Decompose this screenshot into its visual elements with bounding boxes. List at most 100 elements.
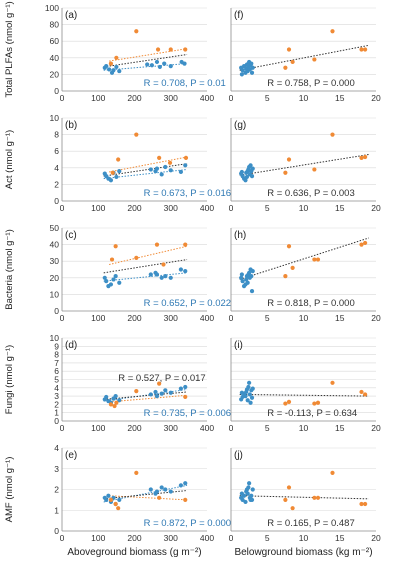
panel-c-blue-point	[178, 267, 183, 272]
panel-a-blue-point	[111, 68, 116, 73]
panel-c-blue-point	[148, 272, 153, 277]
panel-i-orange-point	[283, 401, 288, 406]
panel-e-blue-fit-line	[103, 484, 188, 503]
panel-a-blue-point	[157, 64, 162, 70]
panel-j-x-tick-label: 5	[265, 533, 270, 543]
panel-d-blue-point	[183, 384, 188, 390]
panel-i-orange-point	[315, 400, 321, 405]
panel-c-y-tick-label: 10	[50, 289, 60, 299]
panel-j-blue-point	[243, 499, 248, 505]
panel-a-label: (a)	[65, 10, 77, 21]
panel-a-y-tick-label: 80	[50, 20, 60, 30]
panel-d-orange-point	[108, 402, 114, 407]
panel-a-orange-fit-line	[109, 48, 188, 62]
panel-h-blue-point	[245, 280, 250, 285]
panel-c-blue-point	[168, 275, 173, 280]
panel-e-y-tick-label: 3	[54, 464, 59, 474]
panel-h-orange-point	[286, 244, 292, 249]
panel-d-y-tick-label: 10	[50, 333, 60, 343]
panel-c-orange-point	[154, 242, 160, 247]
panel-f-orange-point	[312, 57, 317, 62]
panel-a-x-tick-label: 200	[127, 93, 141, 103]
panel-j-orange-point	[283, 497, 288, 502]
panel-i-x-tick-label: 5	[265, 423, 270, 433]
panel-h-orange-point	[283, 274, 288, 279]
panel-h-stat-annotation: R = 0.818, P = 0.000	[267, 298, 355, 309]
panel-b-y-axis-label: Act (nmol g⁻¹)	[4, 130, 15, 189]
panel-e-blue-point	[159, 485, 164, 490]
panel-c-blue-point	[154, 272, 160, 277]
panel-a-y-tick-label: 20	[50, 69, 60, 79]
panel-i-x-tick-label: 10	[299, 423, 309, 433]
panel-j-blue-point	[249, 493, 254, 498]
panel-b-blue-point	[148, 167, 153, 172]
panel-d-blue-point	[168, 390, 173, 395]
panel-b-orange-point	[116, 157, 121, 162]
panel-j-x-axis-label: Belowground biomass (kg m⁻²)	[234, 547, 372, 558]
panel-e-orange-point	[113, 501, 118, 507]
panel-c-orange-point	[113, 244, 118, 249]
panel-a-blue-point	[117, 68, 122, 74]
panel-e-orange-point	[108, 497, 114, 502]
panel-f-orange-point	[330, 29, 335, 34]
panel-h-x-tick-label: 10	[299, 313, 309, 323]
panel-i-black-fit-line	[239, 393, 369, 397]
panel-a-stat-annotation: R = 0.708, P = 0.01	[144, 78, 226, 89]
panel-d-y-tick-label: 7	[54, 358, 59, 368]
panel-a-blue-fit-line	[103, 63, 188, 71]
panel-a-orange-point	[183, 47, 188, 52]
panel-h-orange-point	[312, 257, 317, 262]
panel-g-x-tick-label: 20	[371, 203, 381, 213]
panel-h-blue-point	[239, 272, 244, 277]
panel-j-blue-point	[249, 497, 255, 502]
panel-a-y-axis-label: Total PLFAs (nmol g⁻¹)	[4, 1, 15, 97]
panel-e-y-tick-label: 0	[54, 526, 59, 536]
panel-g-orange-point	[363, 154, 368, 160]
panel-h-x-tick-label: 5	[265, 313, 270, 323]
panel-g-orange-point	[283, 170, 288, 175]
panel-g-blue-point	[248, 163, 253, 168]
panel-e-orange-point	[116, 506, 121, 511]
panel-j-orange-point	[330, 470, 335, 475]
panel-d-orange-point	[112, 403, 117, 409]
panel-d-blue-point	[153, 389, 158, 395]
panel-a-blue-point	[182, 61, 187, 66]
panel-d-orange-fit-line	[109, 394, 188, 403]
panel-g-black-fit-line	[239, 154, 369, 176]
panel-c-blue-fit-line	[103, 272, 188, 282]
panel-e-blue-point	[106, 493, 111, 498]
panel-b-blue-fit-line	[103, 168, 188, 180]
panel-a-x-tick-label: 400	[200, 93, 214, 103]
panel-d-y-tick-label: 9	[54, 341, 59, 351]
panel-g-x-tick-label: 0	[229, 203, 234, 213]
panel-j-orange-point	[359, 501, 364, 507]
panel-c-blue-point	[159, 275, 164, 280]
panel-f-orange-point	[290, 59, 295, 65]
panel-b-blue-point	[114, 174, 119, 180]
panel-i-blue-point	[248, 400, 253, 405]
panel-e-y-tick-label: 1	[54, 505, 59, 515]
panel-d-blue-point	[159, 391, 164, 396]
panel-f-stat-annotation: R = 0.758, P = 0.000	[267, 78, 355, 89]
panel-g-x-tick-label: 5	[265, 203, 270, 213]
panel-j-x-tick-label: 15	[335, 533, 345, 543]
panel-a-y-tick-label: 60	[50, 36, 60, 46]
panel-a-y-tick-label: 0	[54, 86, 59, 96]
panel-b-blue-point	[117, 169, 122, 174]
panel-d-y-axis-label: Fungi (nmol g⁻¹)	[4, 345, 15, 414]
panel-c-y-tick-label: 40	[50, 240, 60, 250]
panel-d-x-tick-label: 400	[200, 423, 214, 433]
panel-b-y-tick-label: 6	[54, 146, 59, 156]
panel-h-x-tick-label: 20	[371, 313, 381, 323]
panel-i-x-tick-label: 15	[335, 423, 345, 433]
panel-h-black-fit-line	[239, 237, 369, 280]
panel-e-x-tick-label: 200	[127, 533, 141, 543]
panel-e-x-tick-label: 100	[91, 533, 105, 543]
panel-j-blue-point	[245, 491, 250, 496]
panel-i-orange-point	[330, 380, 335, 385]
panel-e-y-tick-label: 2	[54, 485, 59, 495]
panel-g-blue-point	[244, 174, 250, 180]
panel-b-stat-annotation: R = 0.673, P = 0.016	[144, 188, 232, 199]
panel-f-orange-point	[283, 65, 288, 70]
panel-e-orange-fit-line	[109, 495, 188, 501]
